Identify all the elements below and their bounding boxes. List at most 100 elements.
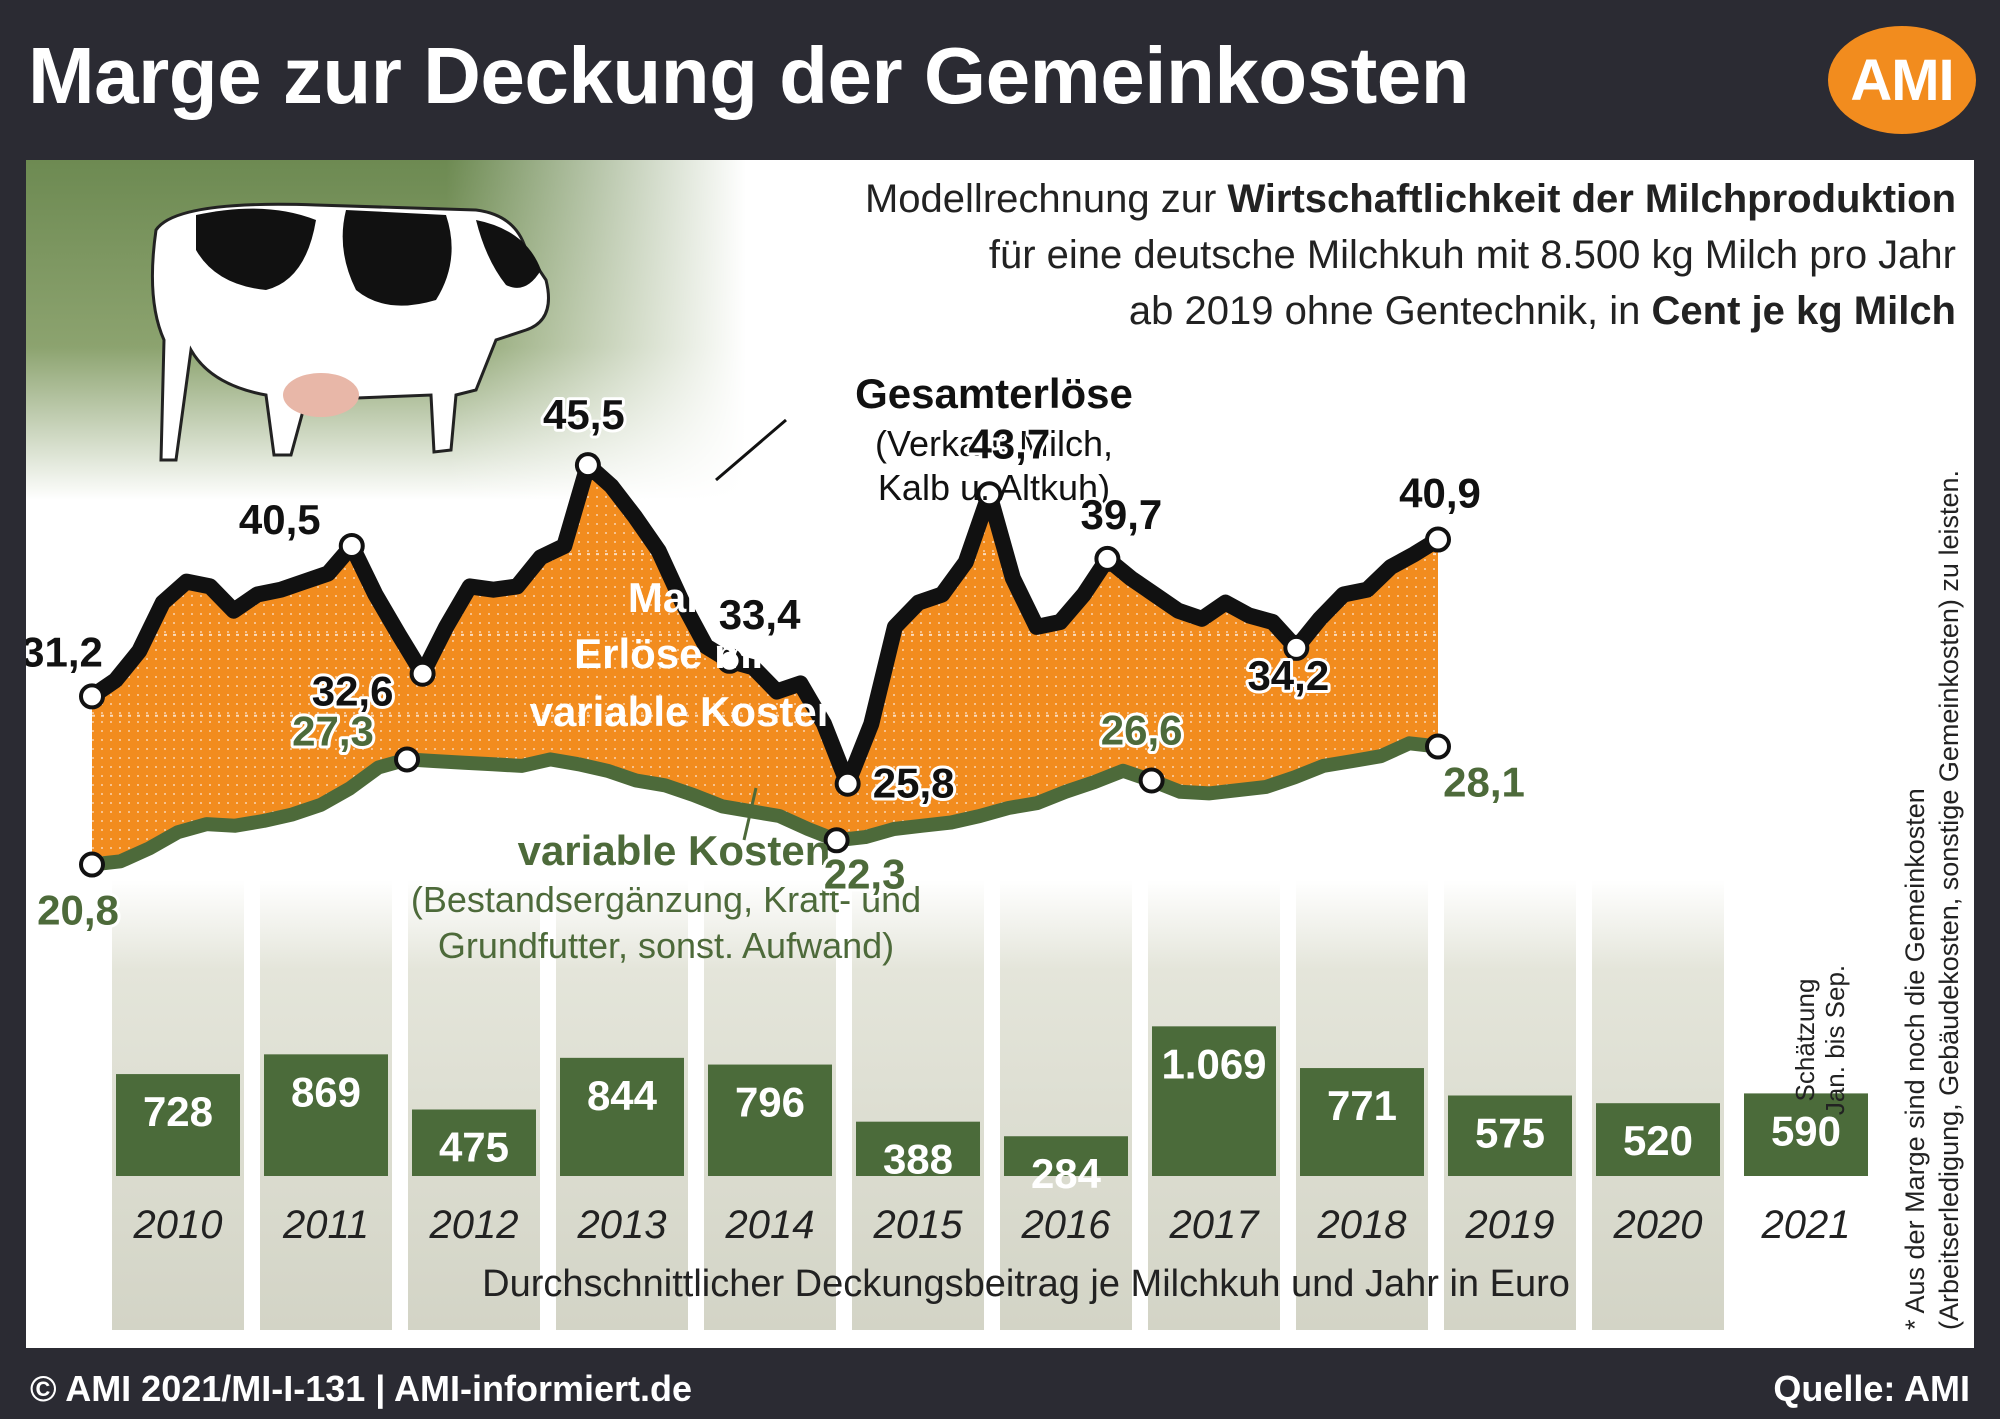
revenue-title: Gesamterlöse	[855, 370, 1133, 417]
revenue-data-label: 33,4	[719, 591, 801, 638]
revenue-point-marker	[834, 770, 861, 797]
estimate-note-2: Jan. bis Sep.	[1820, 965, 1850, 1115]
year-tick-label: 2017	[1169, 1203, 1261, 1247]
year-tick-label: 2019	[1465, 1203, 1555, 1247]
bar-value-label: 388	[883, 1136, 953, 1183]
cost-point-marker	[79, 851, 105, 878]
cow-photo	[26, 160, 746, 500]
revenue-point-marker	[716, 647, 743, 674]
revenue-data-label: 40,5	[239, 496, 321, 543]
value-labels: 31,2 40,5 32,6 45,5 33,4 25,8 43,7 39,7 34,2 40,9…	[26, 388, 1528, 936]
year-tick-label: 2010	[133, 1203, 223, 1247]
ami-logo: AMI	[1828, 26, 1976, 134]
cost-title: variable Kosten	[518, 827, 831, 874]
variable-costs-line	[85, 736, 1445, 872]
revenue-point-marker	[1425, 526, 1451, 553]
bar-value-label: 475	[439, 1124, 509, 1171]
year-tick-label: 2014	[725, 1203, 815, 1247]
revenue-point-marker	[409, 660, 436, 687]
bar-value-label: 796	[735, 1079, 805, 1126]
bar-value-label: 728	[143, 1088, 213, 1135]
revenue-point-marker	[976, 481, 1003, 508]
bar-value-label: 284	[1031, 1150, 1102, 1197]
revenue-data-label: 31,2	[26, 628, 103, 675]
page-title: Marge zur Deckung der Gemeinkosten	[28, 31, 1470, 120]
revenue-data-label: 40,9	[1399, 470, 1481, 517]
bar	[1300, 1068, 1424, 1176]
cost-data-label: 28,1	[1443, 759, 1525, 806]
year-tick-label: 2015	[873, 1203, 964, 1247]
margin-label-3: variable Kosten	[530, 688, 843, 735]
margin-area	[92, 465, 1438, 865]
cost-point-marker	[823, 827, 850, 854]
chart-svg: 728 2010 869 2011 475 2012 844 2013 796 2014 388 20…	[26, 160, 1964, 1330]
year-tick-label: 2013	[577, 1203, 667, 1247]
subtitle-line3: ab 2019 ohne Gentechnik, in Cent je kg M…	[1129, 289, 1956, 333]
year-column	[408, 880, 540, 1330]
cost-data-label: 22,3	[824, 850, 906, 897]
bar	[116, 1074, 240, 1176]
year-column	[1000, 880, 1132, 1330]
subtitle-line2: für eine deutsche Milchkuh mit 8.500 kg …	[989, 233, 1956, 277]
year-tick-label: 2012	[429, 1203, 519, 1247]
footer-copyright: © AMI 2021/MI-I-131 | AMI-informiert.de	[30, 1368, 693, 1409]
revenue-data-label: 32,6	[312, 668, 394, 715]
bar-value-label: 590	[1771, 1107, 1841, 1154]
bar	[560, 1057, 684, 1176]
revenue-data-label: 39,7	[1081, 491, 1163, 538]
cost-data-label: 27,3	[292, 707, 374, 754]
cost-point-marker	[1425, 733, 1451, 760]
revenue-callout-line	[715, 418, 787, 482]
subtitle-line1: Modellrechnung zur Wirtschaftlichkeit de…	[865, 177, 1956, 221]
revenue-sub1: (Verkauf Milch,	[875, 423, 1113, 464]
revenue-data-label: 45,5	[543, 391, 625, 438]
cost-callout-line	[742, 787, 758, 841]
estimate-note-1: Schätzung	[1790, 979, 1820, 1102]
revenue-data-label: 34,2	[1247, 652, 1329, 699]
revenue-point-marker	[338, 533, 365, 559]
bar-value-label: 844	[587, 1072, 658, 1119]
cost-data-label: 20,8	[37, 887, 119, 934]
bar	[412, 1109, 536, 1176]
bar	[1004, 1136, 1128, 1176]
cost-data-label: 26,6	[1101, 706, 1183, 753]
bar-value-label: 771	[1327, 1082, 1397, 1129]
margin-label-2: Erlöse minus	[574, 630, 838, 677]
footnote-line2: (Arbeitserledigung, Gebäudekosten, sonst…	[1934, 470, 1964, 1330]
bar-value-label: 1.069	[1161, 1040, 1266, 1087]
revenue-data-label: 25,8	[873, 760, 955, 807]
cost-sub2: Grundfutter, sonst. Aufwand)	[438, 925, 894, 966]
year-tick-label: 2020	[1613, 1203, 1703, 1247]
bar	[856, 1121, 980, 1176]
line-markers	[79, 452, 1451, 878]
chart-panel: 728 2010 869 2011 475 2012 844 2013 796 2014 388 20…	[26, 160, 1974, 1348]
bar	[1152, 1026, 1276, 1176]
cost-point-marker	[1138, 767, 1165, 794]
footer-source: Quelle: AMI	[1773, 1368, 1970, 1409]
bar	[1744, 1093, 1868, 1176]
footnote-line1: * Aus der Marge sind noch die Gemeinkost…	[1900, 788, 1930, 1330]
revenue-data-label: 43,7	[968, 420, 1050, 467]
bar	[264, 1054, 388, 1176]
revenue-point-marker	[574, 452, 601, 479]
revenue-point-marker	[1094, 545, 1121, 572]
revenue-point-marker	[1283, 634, 1310, 661]
bar-value-label: 869	[291, 1068, 361, 1115]
revenue-point-marker	[79, 683, 105, 710]
year-tick-label: 2021	[1761, 1203, 1851, 1247]
cost-sub1: (Bestandsergänzung, Kraft- und	[411, 879, 921, 920]
bar	[708, 1064, 832, 1176]
revenue-sub2: Kalb u. Altkuh)	[878, 467, 1110, 508]
bar	[1596, 1103, 1720, 1176]
revenue-line	[84, 457, 1446, 792]
bars: 728 2010 869 2011 475 2012 844 2013 796 2014 388 20…	[116, 1026, 1868, 1247]
bar	[1448, 1095, 1572, 1176]
cost-point-marker	[394, 746, 421, 773]
bar-value-label: 575	[1475, 1110, 1545, 1157]
year-column	[852, 880, 984, 1330]
year-tick-label: 2016	[1021, 1203, 1112, 1247]
margin-label-1: Marge* =	[628, 574, 804, 621]
year-tick-label: 2011	[282, 1203, 369, 1247]
bar-value-label: 520	[1623, 1117, 1693, 1164]
bars-caption: Durchschnittlicher Deckungsbeitrag je Mi…	[482, 1263, 1570, 1305]
